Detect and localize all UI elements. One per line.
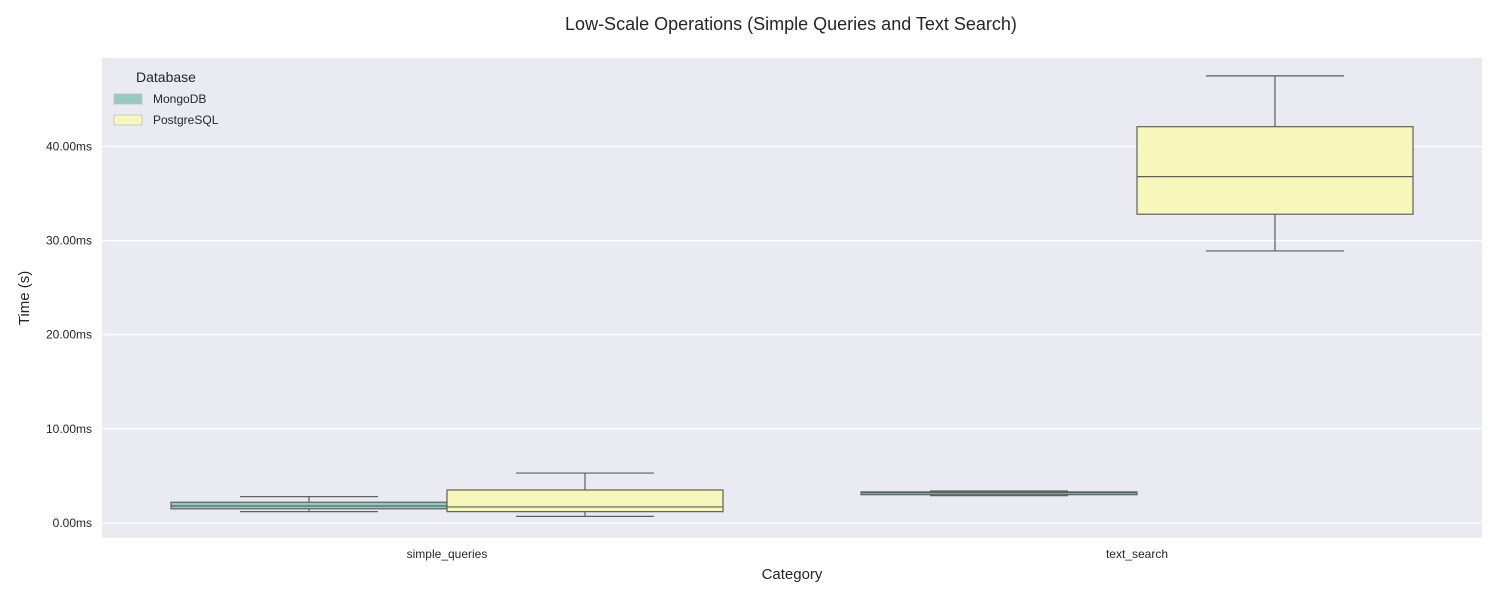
- x-tick-label: simple_queries: [407, 547, 488, 561]
- legend-label: MongoDB: [153, 92, 206, 106]
- gridlines: [102, 145, 1482, 524]
- legend: Database MongoDB PostgreSQL: [113, 69, 219, 127]
- y-tick-labels: 0.00ms 10.00ms 20.00ms 30.00ms 40.00ms: [46, 139, 92, 529]
- box-postgresql-text_search: [1136, 75, 1414, 252]
- y-tick-label: 10.00ms: [46, 422, 92, 436]
- legend-title: Database: [136, 69, 196, 85]
- boxes: [170, 75, 1414, 517]
- y-tick-label: 30.00ms: [46, 234, 92, 248]
- x-tick-label: text_search: [1106, 547, 1168, 561]
- box-body: [446, 489, 724, 513]
- legend-label: PostgreSQL: [153, 113, 219, 127]
- legend-swatch: [113, 93, 143, 105]
- y-tick-label: 40.00ms: [46, 139, 92, 153]
- y-axis-label: Time (s): [16, 271, 33, 325]
- x-tick-labels: simple_queries text_search: [407, 547, 1168, 561]
- chart-title: Low-Scale Operations (Simple Queries and…: [565, 14, 1017, 34]
- y-tick-label: 0.00ms: [53, 516, 92, 530]
- box-mongodb-text_search: [860, 490, 1138, 497]
- x-axis-label: Category: [762, 566, 823, 583]
- y-tick-label: 20.00ms: [46, 328, 92, 342]
- box-postgresql-simple_queries: [446, 472, 724, 517]
- legend-swatch: [113, 114, 143, 126]
- box-body: [1136, 126, 1414, 215]
